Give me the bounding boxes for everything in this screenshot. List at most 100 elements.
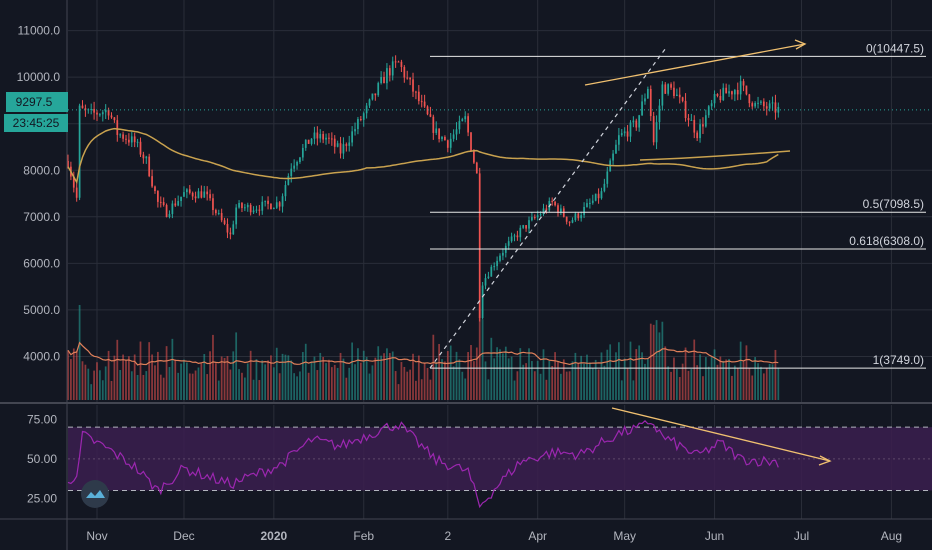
candle-body [702,124,704,127]
candle-body [693,119,696,133]
volume-bar [130,371,133,400]
volume-bar [620,380,623,400]
fib-trend-dashed-line[interactable] [429,48,666,369]
candle-body [81,105,84,109]
time-tick-label: Dec [173,529,194,543]
volume-bar [191,373,194,400]
volume-bar [696,365,699,400]
candle-body [760,101,762,103]
candlestick-series [67,55,780,322]
candle-body [565,216,568,222]
candle-body [754,103,757,107]
volume-bar [565,371,568,400]
volume-bar [423,362,426,400]
rsi-axis[interactable]: 25.00 50.00 75.00 [27,412,57,505]
price-tick-label: 8000.0 [23,163,60,177]
candle-body [603,183,606,192]
volume-bar [548,360,551,400]
volume-bar [496,347,498,400]
candle-body [496,260,498,267]
candle-body [423,101,426,107]
volume-bar [568,371,571,400]
time-tick-label: 2 [444,529,451,543]
candle-body [122,134,124,139]
volume-bar [188,373,191,400]
volume-bar [713,349,716,400]
candle-body [165,204,168,218]
candle-body [197,191,200,199]
volume-bar [417,355,420,400]
candle-body [409,77,411,80]
rsi-tick-label: 25.00 [27,491,57,505]
volume-bar [136,374,139,400]
volume-bar [87,368,90,400]
fib-level-label: 0.5(7098.5) [863,197,924,211]
time-tick-label: Jun [705,529,724,543]
volume-bar [646,358,649,400]
candle-body [139,141,142,155]
volume-bar [183,359,185,400]
volume-bar [412,353,414,400]
volume-bar [513,380,516,400]
volume-bar [78,305,81,400]
candle-body [481,285,484,318]
volume-bar [499,349,501,400]
volume-bar [371,365,374,400]
volume-bar [435,361,438,400]
countdown-label: 23:45:25 [13,116,60,130]
volume-bar [333,364,336,400]
volume-bar [220,356,223,400]
volume-bar [516,371,519,400]
candle-body [652,116,655,143]
volume-bar [768,363,771,400]
candle-body [400,61,403,68]
trendline-drawings[interactable] [429,39,807,369]
candle-body [542,208,545,215]
candle-body [113,117,116,121]
candle-body [264,200,267,202]
candle-body [612,153,614,161]
candle-body [183,192,185,197]
candle-body [261,201,264,211]
volume-bar [649,323,652,400]
volume-bar [742,360,745,400]
volume-bar [287,355,290,400]
volume-bar [560,373,562,400]
candle-body [635,120,638,128]
volume-bar [771,364,774,400]
volume-bar [745,345,748,400]
candle-body [470,132,472,152]
candle-body [67,160,69,167]
volume-bar [446,351,449,400]
candle-body [241,203,243,209]
rsi-divergence-trendline[interactable] [611,407,831,462]
candle-body [678,94,681,98]
volume-bar [70,359,72,400]
candle-body [533,217,536,219]
volume-bar [174,359,177,400]
volume-bar [394,371,397,400]
tradingview-logo-icon[interactable] [81,480,109,508]
candle-body [655,122,658,143]
price-tag: 9297.5 23:45:25 [4,92,68,132]
candle-body [600,191,603,199]
candle-body [322,134,325,140]
rsi-threshold-lines [68,426,932,491]
time-axis[interactable]: Nov Dec 2020 Feb 2 Apr May Jun Jul Aug [86,529,902,543]
candle-body [632,120,635,123]
lower-channel-curve[interactable] [639,150,791,161]
volume-bar [96,362,98,400]
volume-bar [429,379,432,400]
candle-body [342,144,345,154]
rsi-trendline-drawings[interactable] [611,407,832,466]
candle-body [646,88,649,99]
candle-body [194,196,197,199]
candle-body [690,119,693,121]
volume-bar [99,370,101,400]
volume-bar [641,352,643,400]
volume-bar [310,361,313,400]
fib-level-label: 0(10447.5) [866,41,924,55]
volume-bar [542,349,545,400]
upper-channel-trendline[interactable] [584,43,806,86]
